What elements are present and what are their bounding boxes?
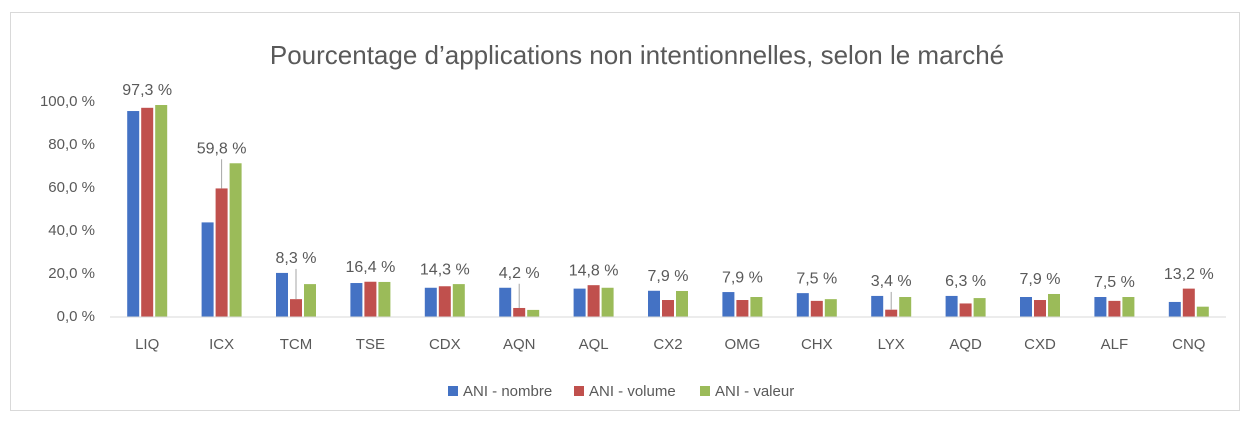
bar bbox=[662, 300, 674, 317]
data-label: 7,9 % bbox=[1020, 271, 1061, 288]
x-tick-label: CHX bbox=[801, 336, 833, 353]
bar bbox=[871, 295, 884, 317]
bar bbox=[1182, 288, 1195, 317]
data-label: 3,4 % bbox=[871, 273, 912, 290]
data-label: 7,9 % bbox=[648, 268, 689, 285]
bar bbox=[452, 284, 465, 317]
data-label: 8,3 % bbox=[276, 250, 317, 267]
legend-swatch bbox=[700, 386, 710, 396]
bar bbox=[378, 281, 391, 317]
bar bbox=[304, 284, 316, 317]
bar bbox=[676, 290, 688, 317]
x-tick-label: OMG bbox=[724, 336, 760, 353]
bar bbox=[1122, 297, 1135, 317]
y-tick-label: 100,0 % bbox=[40, 93, 95, 110]
bar bbox=[1020, 297, 1032, 317]
y-tick-label: 60,0 % bbox=[48, 179, 95, 196]
bar bbox=[1168, 301, 1181, 317]
y-tick-label: 0,0 % bbox=[57, 308, 95, 325]
bar bbox=[364, 281, 377, 317]
bar bbox=[215, 188, 228, 317]
bar bbox=[648, 290, 660, 317]
data-label: 13,2 % bbox=[1164, 266, 1214, 283]
legend-swatch bbox=[574, 386, 584, 396]
chart-frame bbox=[10, 12, 1240, 411]
x-tick-label: CXD bbox=[1024, 336, 1056, 353]
legend-swatch bbox=[448, 386, 458, 396]
legend-label: ANI - volume bbox=[589, 383, 676, 400]
bar bbox=[424, 287, 437, 317]
bar bbox=[573, 288, 586, 317]
bar bbox=[1196, 306, 1209, 317]
bar bbox=[796, 293, 809, 317]
bar bbox=[1108, 300, 1121, 317]
data-label: 4,2 % bbox=[499, 265, 540, 282]
bar bbox=[959, 303, 972, 317]
x-tick-label: LYX bbox=[878, 336, 905, 353]
x-tick-label: ICX bbox=[209, 336, 234, 353]
x-tick-label: ALF bbox=[1101, 336, 1129, 353]
bar bbox=[350, 283, 363, 317]
bar bbox=[899, 297, 912, 317]
bar bbox=[885, 309, 898, 317]
bar bbox=[127, 111, 140, 317]
bar bbox=[155, 105, 168, 317]
bar bbox=[601, 287, 614, 317]
x-tick-label: TSE bbox=[356, 336, 385, 353]
x-tick-label: CDX bbox=[429, 336, 461, 353]
y-tick-label: 20,0 % bbox=[48, 265, 95, 282]
x-tick-label: AQN bbox=[503, 336, 536, 353]
bar bbox=[499, 287, 512, 317]
bar bbox=[750, 297, 763, 317]
data-label: 97,3 % bbox=[122, 82, 172, 99]
data-label: 14,3 % bbox=[420, 261, 470, 278]
bar bbox=[527, 309, 540, 317]
bar bbox=[513, 307, 526, 317]
y-tick-label: 40,0 % bbox=[48, 222, 95, 239]
data-label: 7,9 % bbox=[722, 269, 763, 286]
y-tick-label: 80,0 % bbox=[48, 136, 95, 153]
data-label: 16,4 % bbox=[345, 259, 395, 276]
bar bbox=[290, 299, 302, 317]
bar bbox=[587, 285, 600, 317]
data-label: 59,8 % bbox=[197, 140, 247, 157]
x-tick-label: AQD bbox=[949, 336, 982, 353]
chart-title: Pourcentage d’applications non intention… bbox=[270, 40, 1004, 70]
x-tick-label: AQL bbox=[579, 336, 609, 353]
bar bbox=[201, 222, 214, 317]
x-tick-label: TCM bbox=[280, 336, 313, 353]
bar bbox=[736, 300, 749, 317]
bar bbox=[824, 299, 837, 317]
x-tick-label: CX2 bbox=[653, 336, 682, 353]
data-label: 14,8 % bbox=[569, 262, 619, 279]
bar bbox=[229, 163, 242, 317]
bar bbox=[1034, 300, 1046, 317]
data-label: 7,5 % bbox=[796, 270, 837, 287]
bar bbox=[973, 298, 986, 317]
bar bbox=[810, 300, 823, 317]
bar bbox=[1094, 297, 1107, 317]
bar bbox=[722, 292, 735, 317]
bar bbox=[438, 286, 451, 317]
data-label: 6,3 % bbox=[945, 273, 986, 290]
bar bbox=[141, 107, 154, 318]
x-tick-label: LIQ bbox=[135, 336, 159, 353]
bar bbox=[945, 295, 958, 317]
bar bbox=[1048, 293, 1060, 317]
data-label: 7,5 % bbox=[1094, 274, 1135, 291]
x-tick-label: CNQ bbox=[1172, 336, 1205, 353]
legend-label: ANI - valeur bbox=[715, 383, 794, 400]
legend-label: ANI - nombre bbox=[463, 383, 552, 400]
bar bbox=[276, 272, 288, 317]
